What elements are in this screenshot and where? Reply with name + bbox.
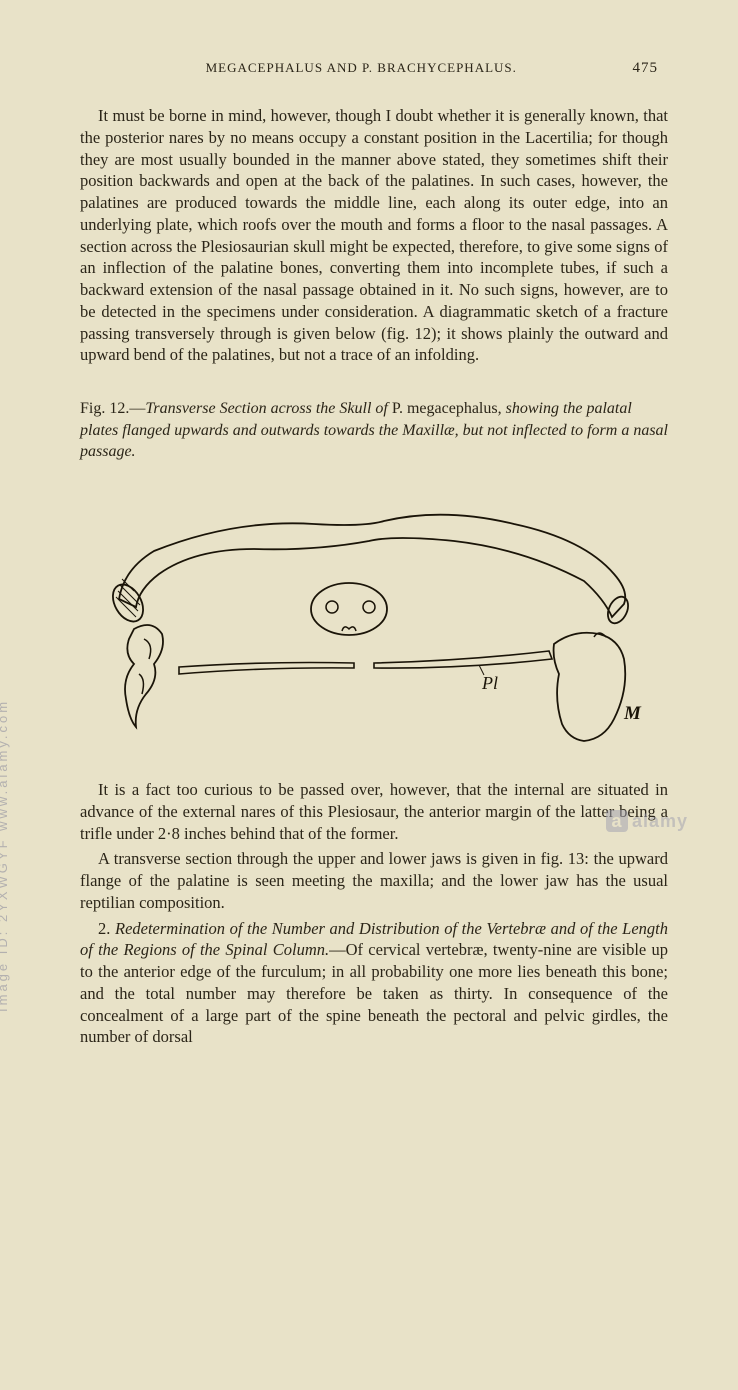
watermark-side-2: Image ID: 2YXWGYF www.alamy.com [0,699,10,1012]
watermark-logo: aalamy [606,810,688,832]
page-number: 475 [633,60,659,77]
watermark-logo-text: alamy [632,811,688,831]
palatine-right [374,651,552,668]
page-container: MEGACEPHALUS AND P. BRACHYCEPHALUS. 475 … [0,0,738,1092]
center-bone [311,583,387,635]
watermark-logo-icon: a [606,810,628,832]
skull-section-svg: Pl M [80,479,668,759]
paragraph-1: It must be borne in mind, however, thoug… [80,105,668,366]
caption-species: P. megacephalus, [392,400,502,417]
paragraph-4: 2. Redetermination of the Number and Dis… [80,918,668,1049]
caption-italic-1: Transverse Section across the Skull of [145,400,392,417]
left-lower-inner [139,639,151,694]
caption-lead: Fig. 12.— [80,400,145,417]
paragraph-2: It is a fact too curious to be passed ov… [80,779,668,844]
left-lower-bone [125,625,163,727]
nare-right [363,601,375,613]
nare-left [326,601,338,613]
running-title: MEGACEPHALUS AND P. BRACHYCEPHALUS. [90,60,633,77]
right-maxilla [554,633,626,741]
label-m: M [623,703,642,724]
label-pl: Pl [481,673,498,693]
paragraph-3: A transverse section through the upper a… [80,848,668,913]
palatine-left [179,662,354,674]
center-notch [342,627,356,631]
running-header: MEGACEPHALUS AND P. BRACHYCEPHALUS. 475 [80,60,668,77]
figure-12-diagram: Pl M [80,479,668,759]
figure-caption: Fig. 12.—Transverse Section across the S… [80,398,668,463]
p4-lead: 2. [98,919,115,938]
